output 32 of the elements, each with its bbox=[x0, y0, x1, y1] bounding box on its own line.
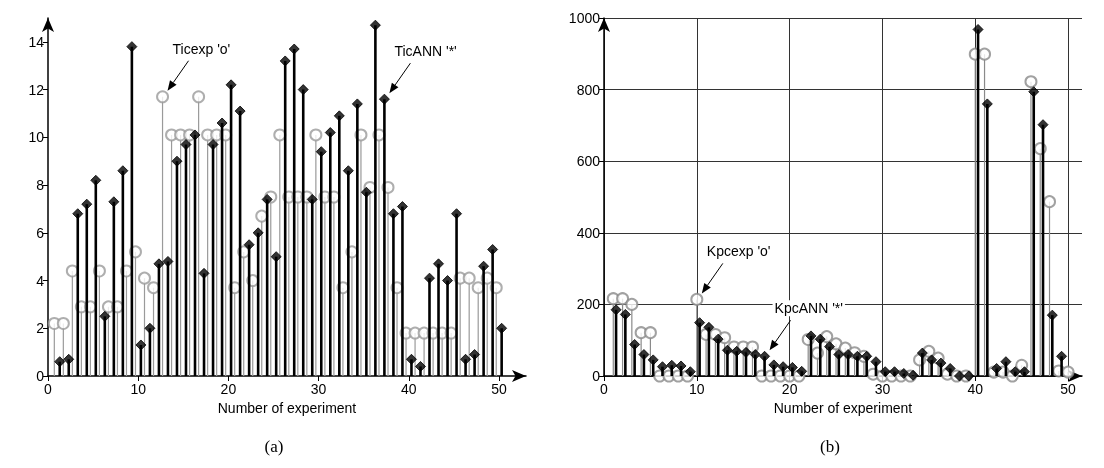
y-tick-label: 12 bbox=[28, 81, 45, 98]
x-tick-label: 30 bbox=[874, 381, 891, 397]
text: (b) bbox=[820, 437, 840, 456]
x-tick-label: 20 bbox=[220, 381, 237, 397]
y-tick-label: 14 bbox=[28, 33, 45, 50]
x-tick-label: 10 bbox=[130, 381, 147, 397]
annotation: TicANN '*' bbox=[394, 43, 457, 60]
annotation: KpcANN '*' bbox=[774, 300, 843, 317]
x-tick-label: 40 bbox=[967, 381, 984, 397]
text: (a) bbox=[264, 437, 284, 456]
y-tick-label: 1000 bbox=[568, 10, 601, 26]
x-tick-label: 30 bbox=[310, 381, 327, 397]
y-tick-label: 0 bbox=[592, 368, 601, 384]
y-tick-label: 0 bbox=[36, 368, 45, 384]
y-tick-label: 8 bbox=[36, 177, 45, 194]
annotation: Ticexp 'o' bbox=[172, 40, 231, 57]
y-tick-label: 800 bbox=[576, 81, 601, 98]
x-tick-label: 40 bbox=[400, 381, 417, 397]
y-tick-label: 400 bbox=[576, 224, 601, 241]
x-tick-label: 50 bbox=[491, 381, 507, 397]
x-tick-label: 20 bbox=[781, 381, 798, 397]
y-tick-label: 600 bbox=[576, 153, 601, 170]
y-tick-label: 2 bbox=[36, 320, 45, 337]
y-tick-label: 200 bbox=[576, 296, 601, 313]
x-axis-title: Number of experiment bbox=[217, 399, 357, 416]
x-tick-label: 10 bbox=[689, 381, 705, 397]
y-tick-label: 10 bbox=[28, 129, 45, 146]
annotation: Kpcexp 'o' bbox=[706, 243, 771, 260]
x-axis-title: Number of experiment bbox=[773, 399, 913, 416]
y-tick-label: 4 bbox=[36, 272, 45, 289]
y-tick-label: 6 bbox=[36, 224, 45, 241]
x-tick-label: 50 bbox=[1060, 381, 1077, 397]
